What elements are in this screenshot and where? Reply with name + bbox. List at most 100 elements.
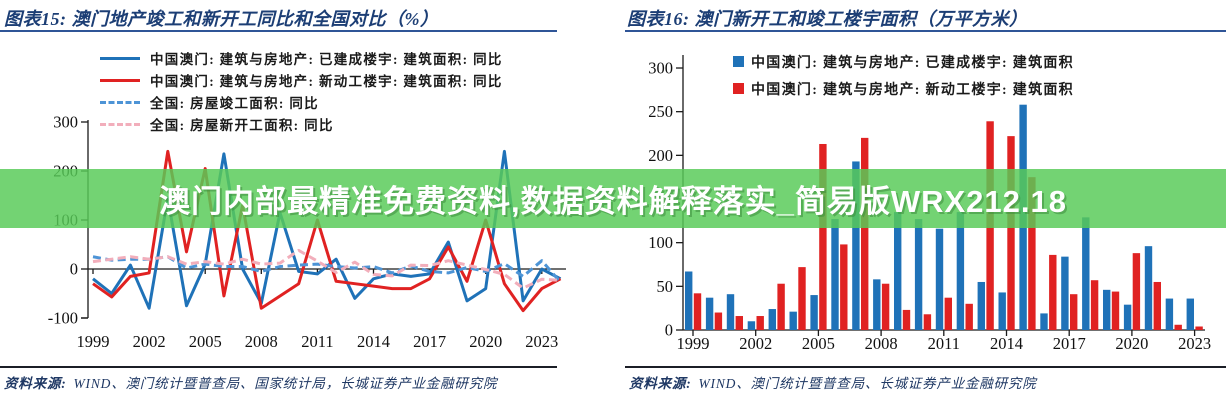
source-text: WIND、澳门统计暨普查局、长城证券产业金融研究院 xyxy=(698,376,1037,391)
figure-15-source: 资料来源: WIND、澳门统计暨普查局、国家统计局，长城证券产业金融研究院 xyxy=(4,372,497,392)
bar-series-1 xyxy=(965,303,973,330)
figure-16-source-rule xyxy=(625,366,1226,368)
bar-series-0 xyxy=(894,212,902,330)
bar-series-1 xyxy=(1174,324,1182,330)
bar-series-0 xyxy=(810,295,818,330)
bar-series-0 xyxy=(747,321,756,330)
y-tick-label: 100 xyxy=(648,233,673,252)
bar-series-0 xyxy=(852,161,860,330)
bar-series-1 xyxy=(798,267,806,330)
legend-label: 中国澳门: 建筑与房地产: 新动工楼宇: 建筑面积: 同比 xyxy=(150,74,503,89)
bar-series-1 xyxy=(1195,326,1203,330)
x-tick-label: 1999 xyxy=(677,334,710,353)
source-label: 资料来源: xyxy=(629,376,692,391)
bar-series-0 xyxy=(1186,298,1194,330)
figure-15-panel: 图表15: 澳门地产竣工和新开工同比和全国对比（%） 中国澳门: 建筑与房地产:… xyxy=(0,9,566,392)
bar-series-0 xyxy=(1123,304,1132,330)
figure-15-line-chart: -100010020030019992002200520082011201420… xyxy=(48,113,566,351)
figure-16-title: 图表16: 澳门新开工和竣工楼宇面积（万平方米） xyxy=(627,9,1028,29)
x-tick-label: 2011 xyxy=(928,334,960,353)
bar-series-0 xyxy=(873,279,881,330)
figure-16-title-underline xyxy=(625,30,1226,32)
bar-series-1 xyxy=(1070,294,1078,330)
y-tick-label: 300 xyxy=(648,59,673,78)
legend-item-1: 中国澳门: 建筑与房地产: 新动工楼宇: 建筑面积 xyxy=(733,75,1074,102)
legend-label: 全国: 房屋新开工面积: 同比 xyxy=(150,118,334,133)
x-tick-label: 2023 xyxy=(1178,334,1211,353)
x-tick-label: 2020 xyxy=(469,332,502,351)
legend-item-3: 全国: 房屋新开工面积: 同比 xyxy=(100,113,503,135)
bar-series-1 xyxy=(756,316,764,330)
x-tick-label: 2008 xyxy=(865,334,898,353)
x-tick-label: 2002 xyxy=(133,332,166,351)
y-tick-label: 300 xyxy=(53,113,78,132)
y-tick-label: 250 xyxy=(648,102,673,121)
x-tick-label: 2023 xyxy=(525,332,558,351)
bar-series-1 xyxy=(902,309,911,330)
bar-series-0 xyxy=(831,219,839,330)
bar-series-0 xyxy=(1040,313,1048,330)
line-series-1 xyxy=(92,149,562,313)
figure-15-title-underline xyxy=(0,30,557,32)
x-tick-label: 2014 xyxy=(990,334,1023,353)
x-tick-label: 1999 xyxy=(77,332,110,351)
bar-series-1 xyxy=(1049,254,1057,330)
y-tick-label: 0 xyxy=(70,260,78,279)
figure-15-title: 图表15: 澳门地产竣工和新开工同比和全国对比（%） xyxy=(4,9,439,29)
bar-series-1 xyxy=(735,316,743,330)
bar-series-0 xyxy=(977,281,985,330)
y-tick-label: 50 xyxy=(657,277,674,296)
bar-series-0 xyxy=(1144,246,1153,330)
solid-line-sample-icon xyxy=(100,56,140,60)
bar-series-0 xyxy=(685,271,693,330)
bar-series-1 xyxy=(777,283,785,330)
watermark-banner: 澳门内部最精准免费资料,数据资料解释落实_简易版WRX212.18 xyxy=(0,169,1226,228)
x-tick-label: 2002 xyxy=(739,334,772,353)
legend-label: 中国澳门: 建筑与房地产: 已建成楼宇: 建筑面积 xyxy=(751,55,1074,71)
x-tick-label: 2020 xyxy=(1115,334,1148,353)
dashed-line-sample-icon xyxy=(100,100,140,104)
bar-series-0 xyxy=(1082,217,1090,330)
bar-series-0 xyxy=(914,219,923,330)
x-tick-label: 2008 xyxy=(245,332,278,351)
bar-series-1 xyxy=(693,293,702,330)
bar-series-0 xyxy=(998,292,1006,330)
bar-series-1 xyxy=(714,312,723,330)
figure-15-source-rule xyxy=(0,366,557,368)
watermark-text: 澳门内部最精准免费资料,数据资料解释落实_简易版WRX212.18 xyxy=(159,184,1067,219)
legend-item-1: 中国澳门: 建筑与房地产: 新动工楼宇: 建筑面积: 同比 xyxy=(100,69,503,91)
bar-series-1 xyxy=(840,244,848,330)
source-label: 资料来源: xyxy=(4,376,67,391)
bar-series-1 xyxy=(819,143,827,330)
figure-16-source: 资料来源: WIND、澳门统计暨普查局、长城证券产业金融研究院 xyxy=(629,372,1037,392)
x-tick-label: 2005 xyxy=(189,332,222,351)
y-tick-label: 0 xyxy=(665,321,673,340)
source-text: WIND、澳门统计暨普查局、国家统计局，长城证券产业金融研究院 xyxy=(73,376,498,391)
x-tick-label: 2011 xyxy=(301,332,333,351)
x-tick-label: 2017 xyxy=(1053,334,1086,353)
figure-15-legend: 中国澳门: 建筑与房地产: 已建成楼宇: 建筑面积: 同比中国澳门: 建筑与房地… xyxy=(100,47,503,135)
bar-series-1 xyxy=(1153,281,1161,330)
bar-series-0 xyxy=(726,294,735,330)
bar-series-0 xyxy=(705,297,714,330)
bar-series-0 xyxy=(956,212,965,330)
bar-series-0 xyxy=(1061,256,1069,330)
bar-series-1 xyxy=(1111,291,1120,330)
square-swatch-icon xyxy=(733,83,744,94)
x-tick-label: 2017 xyxy=(413,332,446,351)
bar-series-1 xyxy=(1007,136,1015,330)
x-tick-label: 2014 xyxy=(357,332,390,351)
bar-series-1 xyxy=(1090,280,1099,330)
bar-series-0 xyxy=(935,228,944,330)
x-tick-label: 2005 xyxy=(802,334,835,353)
dashed-line-sample-icon xyxy=(100,122,140,126)
bar-series-0 xyxy=(789,311,797,330)
line-series-3 xyxy=(92,248,561,290)
y-tick-label: 200 xyxy=(648,146,673,165)
figure-16-legend: 中国澳门: 建筑与房地产: 已建成楼宇: 建筑面积中国澳门: 建筑与房地产: 新… xyxy=(733,48,1074,102)
bar-series-0 xyxy=(768,309,776,330)
legend-item-0: 中国澳门: 建筑与房地产: 已建成楼宇: 建筑面积: 同比 xyxy=(100,47,503,69)
square-swatch-icon xyxy=(733,56,744,67)
y-tick-label: -100 xyxy=(48,309,78,328)
